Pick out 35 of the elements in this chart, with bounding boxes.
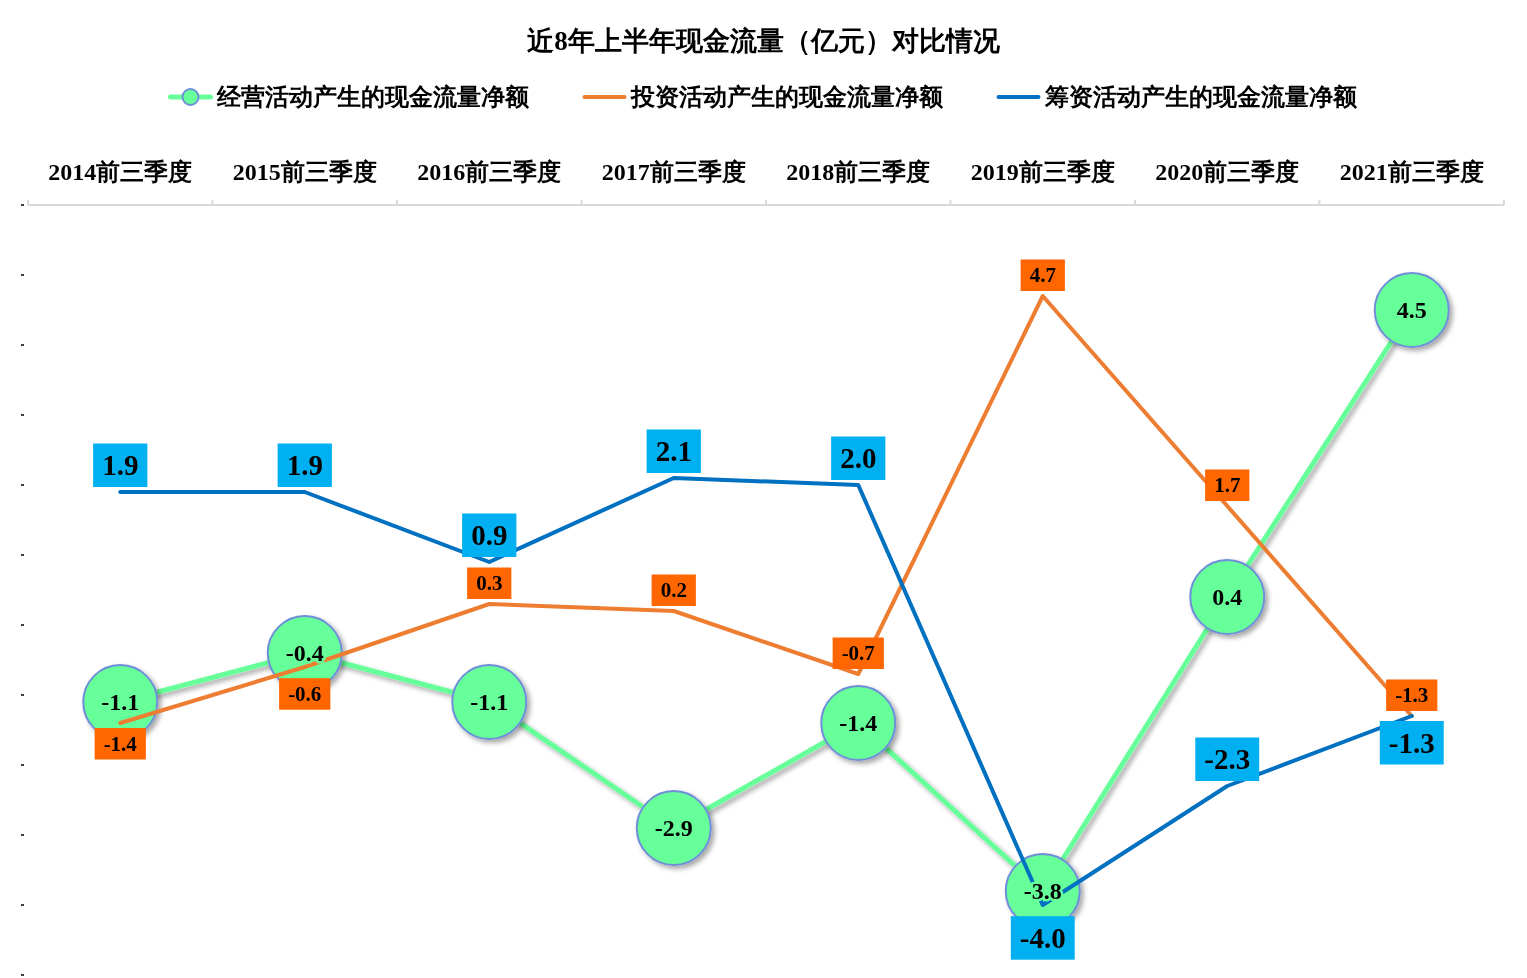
data-label: -1.4 [103, 731, 138, 756]
data-label: -4.0 [1019, 921, 1066, 954]
data-label: 4.7 [1029, 263, 1056, 288]
data-label: 2.1 [655, 435, 692, 468]
data-label: -2.3 [1204, 743, 1251, 776]
data-label: -0.6 [288, 681, 322, 706]
data-label: -0.4 [285, 640, 324, 666]
x-tick-label: 2017前三季度 [601, 159, 746, 185]
x-tick-label: 2016前三季度 [417, 159, 562, 185]
data-label: -2.9 [654, 815, 693, 841]
data-label: 0.2 [660, 578, 687, 603]
legend-label: 经营活动产生的现金流量净额 [215, 84, 530, 110]
data-label: 1.7 [1214, 473, 1241, 498]
legend-label: 投资活动产生的现金流量净额 [629, 84, 944, 110]
x-tick-label: 2014前三季度 [48, 159, 193, 185]
data-label: -1.1 [101, 689, 140, 715]
data-label: 4.5 [1396, 297, 1427, 323]
data-label: 0.9 [471, 519, 508, 552]
x-tick-label: 2019前三季度 [970, 159, 1115, 185]
data-label: -1.1 [470, 689, 509, 715]
data-label: 0.3 [476, 571, 503, 596]
data-label: -1.3 [1388, 726, 1435, 759]
x-tick-label: 2020前三季度 [1155, 159, 1300, 185]
data-label: -1.3 [1395, 683, 1429, 708]
x-tick-label: 2021前三季度 [1339, 159, 1484, 185]
x-tick-label: 2015前三季度 [232, 159, 377, 185]
x-tick-label: 2018前三季度 [786, 159, 931, 185]
data-label: -0.7 [841, 641, 875, 666]
chart-title: 近8年上半年现金流量（亿元）对比情况 [527, 26, 1001, 56]
data-label: 1.9 [102, 449, 139, 482]
legend-label: 筹资活动产生的现金流量净额 [1043, 84, 1358, 110]
data-label: -1.4 [839, 710, 878, 736]
data-label: 2.0 [840, 442, 877, 475]
data-label: 0.4 [1212, 584, 1243, 610]
data-label: 1.9 [286, 449, 323, 482]
